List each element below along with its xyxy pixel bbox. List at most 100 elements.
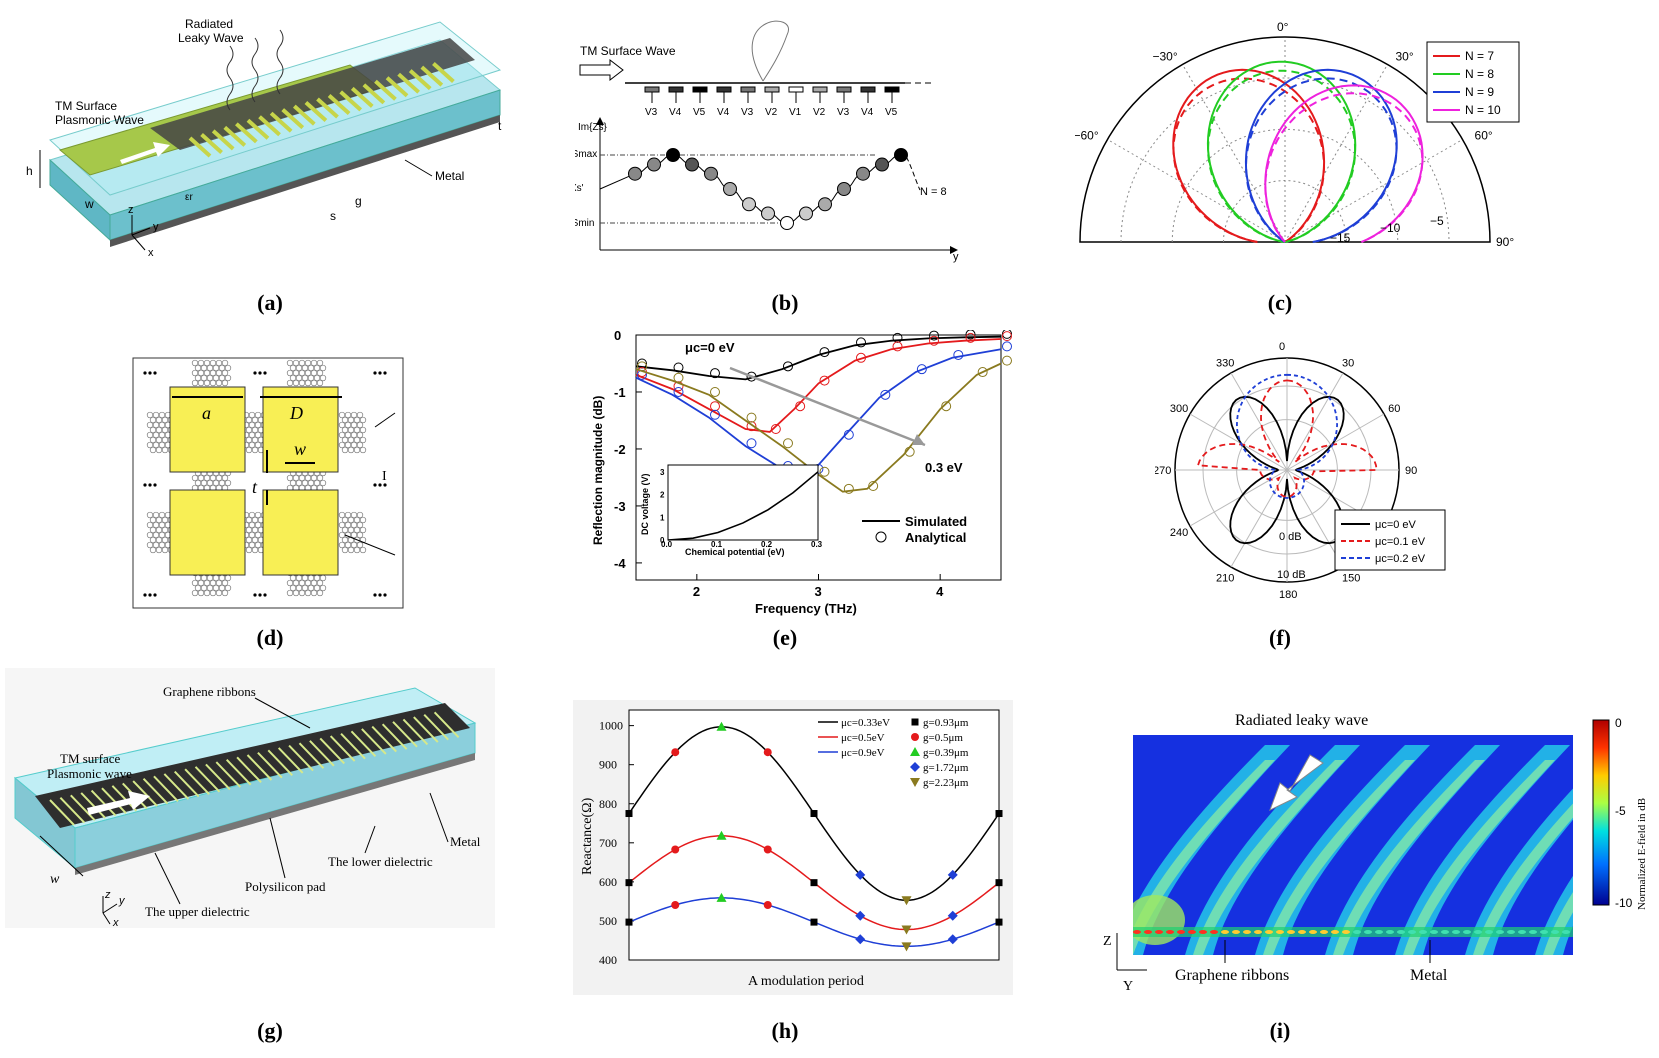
f-angle-label: 240 (1170, 527, 1188, 539)
polar-ring (1120, 77, 1450, 243)
h-ytick-label: 400 (599, 953, 617, 967)
hex-cell (344, 421, 352, 429)
caption-h: (h) (771, 1018, 799, 1043)
i-label-z: Z (1103, 934, 1112, 949)
reactance-dot (894, 148, 908, 162)
panel-b: TM Surface Wave V3 V4 V5 V4 V3 V2 V1 V2 V3 V4 V5 I… (565, 5, 1015, 270)
hex-cell (191, 474, 199, 482)
e-series-point (977, 367, 988, 378)
h-marker-triangle (716, 721, 727, 731)
f-db-label: 0 dB (1279, 531, 1302, 543)
voltage-label: V3 (645, 107, 658, 118)
f-angle-label: 180 (1279, 589, 1297, 601)
ellipsis-dot (263, 593, 267, 597)
e-series-point (868, 480, 879, 491)
f-db-label: 10 dB (1277, 569, 1306, 581)
e-series-point (746, 412, 757, 423)
radial-label: −15 (1330, 231, 1351, 245)
hex-cell (161, 546, 169, 554)
hex-cell (221, 589, 229, 597)
pattern-solid (1244, 68, 1398, 243)
hex-cell (286, 359, 294, 367)
ribbon-hotspot (1529, 930, 1537, 934)
ribbon-hotspot (1309, 930, 1317, 934)
g-ribbon (402, 718, 429, 746)
hex-cell (344, 411, 352, 419)
hex-cell (197, 379, 205, 387)
pattern-dashed (1172, 77, 1326, 243)
g-ribbon (142, 777, 169, 805)
hex-cell (245, 446, 253, 454)
h-legend-label: g=1.72μm (923, 762, 969, 774)
reactance-dot (818, 197, 832, 212)
e-series-point (843, 483, 854, 494)
f-curves (1196, 373, 1378, 545)
reactance-dot (761, 206, 775, 221)
hex-cell (149, 536, 157, 544)
e-series-line (635, 338, 1002, 433)
g-ribbon (90, 789, 117, 817)
ellipsis-dot (153, 371, 157, 375)
e-inset-xtick: 0.1 (711, 540, 723, 549)
hex-cell (254, 521, 262, 529)
axis-y (131, 227, 151, 236)
ellipsis-dot (148, 371, 152, 375)
hex-cell (356, 441, 364, 449)
h-marker-diamond (947, 934, 958, 945)
e-series-point (856, 352, 866, 363)
e-series-point (929, 330, 939, 341)
hex-cell (350, 441, 358, 449)
hex-cell (161, 426, 169, 434)
hex-cell (295, 479, 303, 487)
wave-3 (276, 29, 284, 95)
e-inset-xlabel: Chemical potential (eV) (685, 547, 785, 557)
hex-cell (313, 584, 321, 592)
hex-cell (248, 411, 256, 419)
voltage-label: V3 (741, 107, 754, 118)
f-angle-label: 0 (1279, 341, 1285, 353)
pattern-dashed (1207, 69, 1357, 243)
hex-cell (316, 579, 324, 587)
h-marker-diamond (855, 869, 866, 880)
hex-cell (203, 589, 211, 597)
g-label-upper: The upper dielectric (145, 904, 250, 919)
g-ribbons (49, 711, 460, 826)
hex-cell (338, 441, 346, 449)
hex-cell (191, 369, 199, 377)
hex-cell (215, 359, 223, 367)
hex-cell (350, 421, 358, 429)
e-series-point (770, 424, 781, 435)
h-marker-circle (763, 900, 772, 909)
hex-cell (254, 541, 262, 549)
hex-cell (191, 379, 199, 387)
e-series-point (710, 386, 720, 397)
hex-cell (353, 526, 361, 534)
colorbar (1592, 719, 1610, 906)
hex-cell (209, 589, 217, 597)
hex-cell (149, 446, 157, 454)
hex-cell (316, 589, 324, 597)
hex-cell (245, 526, 253, 534)
hex-cell (341, 416, 349, 424)
ribbon (432, 62, 455, 84)
panel-e-chart: 2 3 4 0 -1 -2 -3 -4 μc=0 eV 0.3 eV Frequency (T… (591, 328, 1012, 616)
e-series-point (637, 361, 647, 372)
hex-cell (359, 426, 367, 434)
hex-cell (251, 526, 259, 534)
label-t: t (498, 119, 502, 133)
f-angle-label: 330 (1216, 358, 1234, 370)
e-series-point (783, 438, 793, 449)
label-leaky: Leaky Wave (178, 31, 244, 45)
hex-cell (146, 531, 154, 539)
hex-cell (200, 479, 208, 487)
tm-arrow (579, 58, 624, 82)
label-tm: TM Surface (55, 99, 117, 113)
hex-cell (301, 479, 309, 487)
hex-cell (289, 374, 297, 382)
hex-cell (215, 369, 223, 377)
g-leader-upper (154, 852, 181, 905)
angle-label: 60° (1475, 129, 1493, 143)
cb-label: Normalized E-field in dB (1636, 798, 1648, 910)
patch-tr (262, 386, 339, 473)
g-ribbon (184, 768, 210, 795)
